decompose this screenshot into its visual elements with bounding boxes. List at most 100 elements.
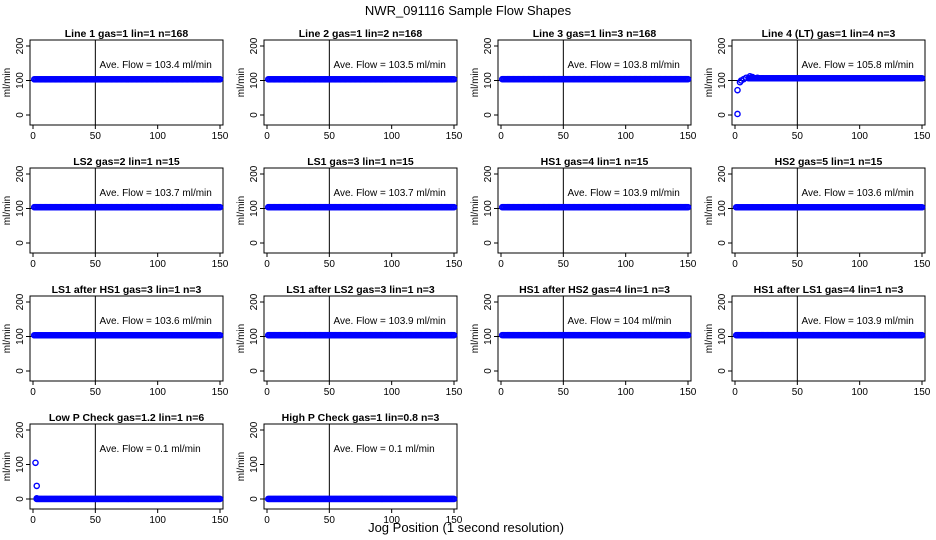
y-axis-label: ml/min xyxy=(470,196,481,225)
ave-flow-annotation: Ave. Flow = 103.8 ml/min xyxy=(567,60,679,71)
y-tick-label: 200 xyxy=(717,165,728,182)
ave-flow-annotation: Ave. Flow = 103.6 ml/min xyxy=(801,188,913,199)
panel-title: HS1 gas=4 lin=1 n=15 xyxy=(541,156,649,168)
y-tick-label: 100 xyxy=(249,200,260,217)
y-tick-label: 200 xyxy=(15,165,26,182)
data-point xyxy=(918,331,926,339)
x-tick-label: 150 xyxy=(212,131,229,142)
plot-frame xyxy=(731,39,926,126)
y-tick-label: 200 xyxy=(15,421,26,438)
x-tick-label: 150 xyxy=(680,259,697,270)
chart-panel: Line 4 (LT) gas=1 lin=4 n=3 0 50 100 150 0 100… xyxy=(704,28,931,142)
ave-flow-annotation: Ave. Flow = 103.9 ml/min xyxy=(801,316,913,327)
x-tick-label: 50 xyxy=(324,259,336,270)
data-point xyxy=(33,495,41,502)
x-tick-label: 100 xyxy=(383,259,400,270)
y-tick-label: 0 xyxy=(249,240,260,246)
y-tick-label: 100 xyxy=(249,328,260,345)
data-point xyxy=(918,74,926,82)
plot-frame xyxy=(263,423,458,510)
data-point xyxy=(450,75,458,83)
x-tick-label: 100 xyxy=(617,259,634,270)
x-tick-label: 50 xyxy=(90,131,102,142)
x-tick-label: 50 xyxy=(90,387,102,398)
panel-title: Line 1 gas=1 lin=1 n=168 xyxy=(65,28,189,40)
x-tick-label: 50 xyxy=(792,259,804,270)
x-tick-label: 0 xyxy=(264,515,270,526)
y-tick-label: 200 xyxy=(483,293,494,310)
x-tick-label: 100 xyxy=(383,131,400,142)
y-tick-label: 200 xyxy=(15,293,26,310)
y-tick-label: 200 xyxy=(15,37,26,54)
x-tick-label: 150 xyxy=(212,387,229,398)
x-tick-label: 50 xyxy=(558,131,570,142)
x-tick-label: 0 xyxy=(30,131,36,142)
data-point xyxy=(450,495,458,503)
y-tick-label: 100 xyxy=(717,328,728,345)
plot-frame xyxy=(263,295,458,382)
data-point xyxy=(450,203,458,211)
data-point xyxy=(734,110,741,118)
figure-xlabel: Jog Position (1 second resolution) xyxy=(368,520,564,535)
y-axis-label: ml/min xyxy=(236,324,247,353)
x-tick-label: 100 xyxy=(149,387,166,398)
x-tick-label: 100 xyxy=(617,131,634,142)
x-tick-label: 100 xyxy=(149,515,166,526)
data-point xyxy=(216,495,224,503)
panel-grid: Line 1 gas=1 lin=1 n=168 0 50 100 150 0 100 200… xyxy=(2,28,931,526)
panel-title: HS2 gas=5 lin=1 n=15 xyxy=(775,156,883,168)
x-tick-label: 0 xyxy=(732,131,738,142)
chart-panel: Low P Check gas=1.2 lin=1 n=6 0 50 100 150 0 1… xyxy=(2,412,229,526)
x-tick-label: 100 xyxy=(851,131,868,142)
y-tick-label: 200 xyxy=(717,293,728,310)
chart-panel: LS1 after HS1 gas=3 lin=1 n=3 0 50 100 150 0 1… xyxy=(2,284,229,398)
x-tick-label: 100 xyxy=(149,131,166,142)
plot-frame xyxy=(29,167,224,254)
chart-panel: Line 1 gas=1 lin=1 n=168 0 50 100 150 0 100 200… xyxy=(2,28,229,142)
x-tick-label: 150 xyxy=(914,131,931,142)
y-tick-label: 200 xyxy=(249,421,260,438)
y-tick-label: 0 xyxy=(483,240,494,246)
chart-panel: LS1 gas=3 lin=1 n=15 0 50 100 150 0 100 200 ml/m… xyxy=(236,156,463,270)
x-tick-label: 0 xyxy=(30,259,36,270)
x-tick-label: 0 xyxy=(264,131,270,142)
y-tick-label: 200 xyxy=(483,37,494,54)
ave-flow-annotation: Ave. Flow = 105.8 ml/min xyxy=(801,60,913,71)
y-tick-label: 100 xyxy=(483,200,494,217)
y-tick-label: 100 xyxy=(15,328,26,345)
x-tick-label: 150 xyxy=(914,259,931,270)
panel-title: LS1 gas=3 lin=1 n=15 xyxy=(307,156,414,168)
ave-flow-annotation: Ave. Flow = 103.7 ml/min xyxy=(333,188,445,199)
panel-title: HS1 after LS1 gas=4 lin=1 n=3 xyxy=(754,284,904,296)
chart-panel: HS1 gas=4 lin=1 n=15 0 50 100 150 0 100 200 ml/m… xyxy=(470,156,697,270)
y-axis-label: ml/min xyxy=(704,324,715,353)
y-tick-label: 100 xyxy=(483,328,494,345)
x-tick-label: 0 xyxy=(732,387,738,398)
x-tick-label: 0 xyxy=(264,387,270,398)
y-tick-label: 200 xyxy=(249,293,260,310)
data-point xyxy=(33,482,41,490)
ave-flow-annotation: Ave. Flow = 0.1 ml/min xyxy=(99,444,200,455)
x-tick-label: 0 xyxy=(732,259,738,270)
x-tick-label: 0 xyxy=(264,259,270,270)
y-tick-label: 100 xyxy=(15,200,26,217)
data-point xyxy=(734,86,741,94)
x-tick-label: 100 xyxy=(851,387,868,398)
plot-frame xyxy=(29,39,224,126)
y-tick-label: 100 xyxy=(717,72,728,89)
panel-title: LS1 after HS1 gas=3 lin=1 n=3 xyxy=(52,284,202,296)
data-point xyxy=(216,76,224,83)
x-tick-label: 50 xyxy=(792,131,804,142)
ave-flow-annotation: Ave. Flow = 103.4 ml/min xyxy=(99,60,211,71)
x-tick-label: 100 xyxy=(383,515,400,526)
x-tick-label: 0 xyxy=(498,387,504,398)
y-tick-label: 0 xyxy=(15,112,26,118)
y-tick-label: 100 xyxy=(15,456,26,473)
y-axis-label: ml/min xyxy=(2,452,13,481)
x-tick-label: 150 xyxy=(680,387,697,398)
plot-frame xyxy=(731,167,926,254)
data-point xyxy=(684,331,692,339)
y-axis-label: ml/min xyxy=(236,452,247,481)
data-point xyxy=(216,203,224,211)
chart-panel: Line 3 gas=1 lin=3 n=168 0 50 100 150 0 100 200… xyxy=(470,28,697,142)
